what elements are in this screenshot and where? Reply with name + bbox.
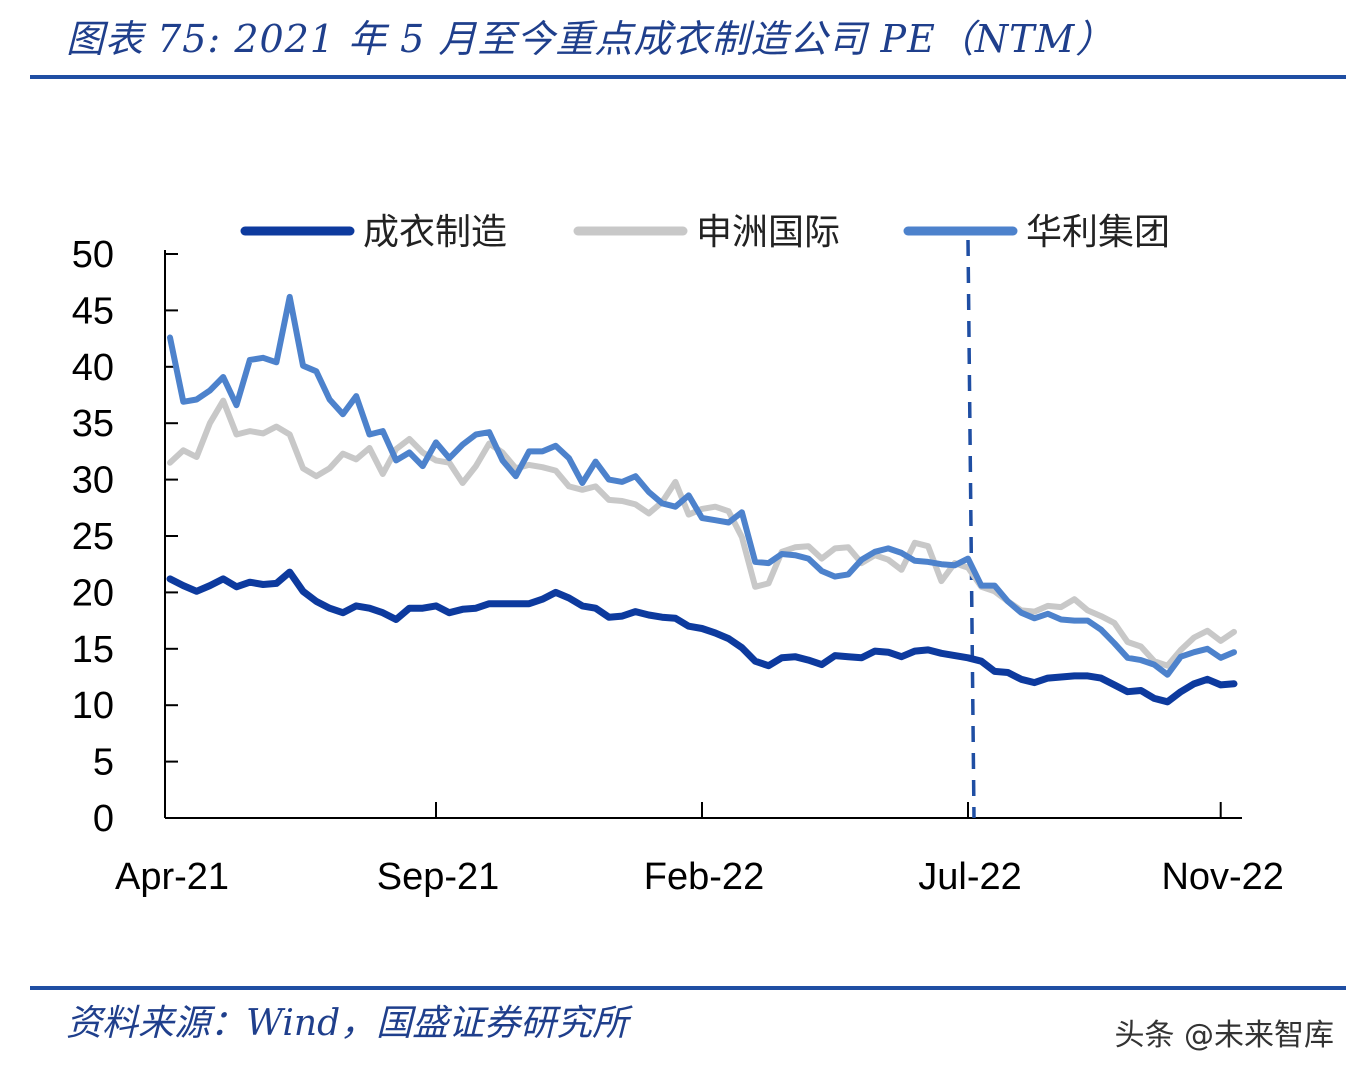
x-tick-label: Sep-21: [377, 856, 500, 898]
y-tick-label: 25: [72, 516, 114, 558]
legend-label: 华利集团: [1026, 212, 1170, 253]
series-line-3: [167, 293, 1237, 678]
y-tick-label: 35: [72, 403, 114, 445]
series-lines: [166, 293, 1238, 706]
y-tick-label: 15: [72, 629, 114, 671]
series-line-1: [166, 568, 1238, 706]
series-line-2: [167, 397, 1237, 669]
chart-title: 图表 75: 2021 年 5 月至今重点成衣制造公司 PE（NTM）: [66, 17, 1115, 61]
y-tick-label: 0: [93, 798, 114, 840]
pe-line-chart: 0 5 10 15 20 25 30 35 40 45 50 Apr-21 Sep-21 Feb-22 J…: [72, 212, 1284, 898]
reference-dashed-line: [966, 239, 976, 819]
y-tick-label: 45: [72, 290, 114, 332]
legend-label: 申洲国际: [696, 212, 840, 253]
y-tick-label: 50: [72, 234, 114, 276]
title-divider: [30, 75, 1346, 79]
y-axis: 0 5 10 15 20 25 30 35 40 45 50: [72, 234, 178, 840]
legend: 成衣制造 申洲国际 华利集团: [240, 212, 1170, 253]
y-tick-label: 10: [72, 685, 114, 727]
footer-divider: [30, 986, 1346, 990]
x-tick-label: Jul-22: [918, 856, 1022, 898]
y-tick-label: 20: [72, 572, 114, 614]
watermark: 头条 @未来智库: [1114, 1018, 1334, 1053]
source-note: 资料来源：Wind，国盛证券研究所: [66, 1003, 629, 1044]
legend-label: 成衣制造: [363, 212, 507, 253]
y-tick-label: 30: [72, 460, 114, 502]
y-tick-label: 40: [72, 347, 114, 389]
x-tick-label: Feb-22: [644, 856, 764, 898]
y-tick-label: 5: [93, 742, 114, 784]
x-tick-label: Apr-21: [115, 856, 229, 898]
x-axis: Apr-21 Sep-21 Feb-22 Jul-22 Nov-22: [115, 802, 1284, 898]
x-tick-label: Nov-22: [1161, 856, 1284, 898]
